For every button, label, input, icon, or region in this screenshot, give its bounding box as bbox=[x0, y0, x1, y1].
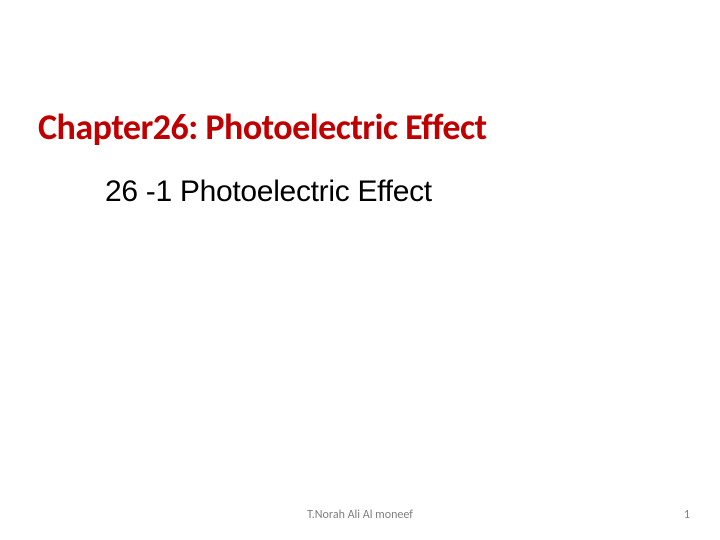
chapter-title: Chapter26: Photoelectric Effect bbox=[38, 105, 487, 149]
footer-page-number: 1 bbox=[684, 508, 690, 522]
section-title: 26 -1 Photoelectric Effect bbox=[105, 175, 432, 209]
slide-container: Chapter26: Photoelectric Effect 26 -1 Ph… bbox=[0, 0, 720, 540]
footer-author: T.Norah Ali Al moneef bbox=[307, 508, 413, 522]
